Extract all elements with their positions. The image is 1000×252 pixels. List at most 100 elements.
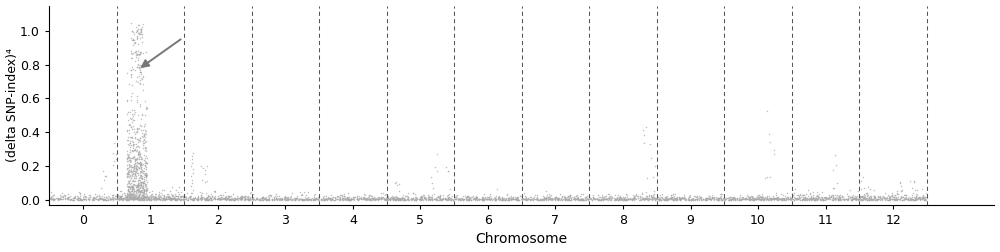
- Point: [882, 198, 898, 202]
- Point: [132, 190, 148, 194]
- Point: [91, 194, 107, 198]
- Point: [752, 194, 768, 198]
- Point: [563, 196, 579, 200]
- Point: [510, 198, 526, 202]
- Point: [306, 197, 322, 201]
- Point: [583, 196, 599, 200]
- Point: [358, 198, 374, 202]
- Point: [212, 196, 228, 200]
- Point: [133, 181, 149, 185]
- Point: [654, 196, 670, 200]
- Point: [215, 196, 231, 200]
- Point: [76, 197, 92, 201]
- Point: [469, 196, 485, 200]
- Point: [183, 184, 199, 188]
- Point: [283, 194, 299, 198]
- Point: [490, 196, 506, 200]
- Point: [497, 197, 513, 201]
- Point: [306, 197, 322, 201]
- Point: [729, 196, 745, 200]
- Point: [918, 198, 934, 202]
- Point: [590, 197, 606, 201]
- Point: [98, 198, 114, 202]
- Point: [610, 198, 626, 202]
- Point: [896, 193, 912, 197]
- Point: [664, 195, 680, 199]
- Point: [458, 197, 474, 201]
- Point: [168, 188, 184, 192]
- Point: [190, 196, 206, 200]
- Point: [260, 194, 276, 198]
- Point: [131, 65, 147, 69]
- Point: [129, 29, 145, 34]
- Point: [126, 196, 142, 200]
- Point: [133, 195, 149, 199]
- Point: [772, 197, 788, 201]
- Point: [510, 195, 526, 199]
- Point: [856, 194, 872, 198]
- Point: [412, 197, 428, 201]
- Point: [392, 198, 408, 202]
- Point: [89, 194, 105, 198]
- Point: [122, 186, 138, 191]
- Point: [536, 196, 552, 200]
- Point: [321, 197, 337, 201]
- Point: [147, 195, 163, 199]
- Point: [311, 198, 327, 202]
- Point: [428, 197, 444, 201]
- Point: [416, 196, 432, 200]
- Point: [774, 197, 790, 201]
- Point: [126, 118, 142, 122]
- Point: [310, 197, 326, 201]
- Point: [329, 197, 345, 201]
- Point: [217, 197, 233, 201]
- Point: [129, 167, 145, 171]
- Point: [622, 196, 638, 200]
- Point: [212, 197, 228, 201]
- Point: [895, 198, 911, 202]
- Point: [234, 196, 250, 200]
- Point: [377, 198, 393, 202]
- Point: [203, 197, 219, 201]
- Point: [645, 196, 661, 200]
- Point: [516, 197, 532, 201]
- Point: [903, 198, 919, 202]
- Point: [227, 197, 243, 201]
- Point: [555, 197, 571, 201]
- Point: [129, 36, 145, 40]
- Point: [107, 194, 123, 198]
- Point: [481, 197, 497, 201]
- Point: [451, 196, 467, 200]
- Point: [823, 195, 839, 199]
- Point: [268, 197, 284, 201]
- Point: [133, 165, 149, 169]
- Point: [698, 197, 714, 201]
- Point: [530, 198, 546, 202]
- Point: [501, 198, 517, 202]
- Point: [186, 197, 202, 201]
- Point: [44, 197, 60, 201]
- Point: [201, 198, 217, 202]
- Point: [740, 197, 756, 201]
- Point: [331, 198, 347, 202]
- Point: [598, 197, 614, 201]
- Point: [483, 197, 499, 201]
- Point: [743, 197, 759, 201]
- Point: [313, 197, 329, 201]
- Point: [240, 194, 256, 198]
- Point: [128, 30, 144, 34]
- Point: [758, 197, 774, 201]
- Point: [386, 195, 402, 199]
- Point: [69, 197, 85, 201]
- Point: [539, 195, 555, 199]
- Point: [45, 197, 61, 201]
- Point: [335, 196, 351, 200]
- Point: [780, 195, 796, 199]
- Point: [480, 197, 496, 201]
- Point: [455, 198, 471, 202]
- Point: [122, 148, 138, 152]
- Point: [888, 198, 904, 202]
- Point: [765, 196, 781, 200]
- Point: [786, 198, 802, 202]
- Point: [185, 196, 201, 200]
